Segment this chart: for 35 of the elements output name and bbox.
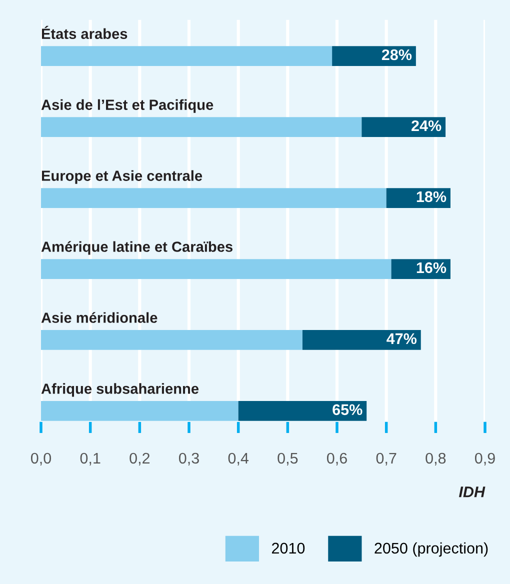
bar [238,401,367,421]
bar [332,46,416,66]
y-tick-label: États arabes [42,26,128,39]
x-tick-label: 0,8 [426,452,446,466]
bar [41,259,392,279]
x-tick-label: 0,0 [30,452,52,466]
y-tick-label: Amérique latine et Caraïbes [41,241,232,255]
annotation: 18% [416,191,446,202]
bar [41,330,302,350]
x-tick-label: 0,1 [80,452,100,466]
y-tick-label: Europe et Asie centrale [42,170,202,184]
x-tick-label: 0,5 [278,452,298,466]
legend-label: 2010 [272,542,305,554]
x-tick-label: 0,4 [228,452,249,466]
y-tick-label: Asie de l’Est et Pacifique [41,99,214,113]
annotation: 24% [412,120,442,132]
annotation: 28% [382,49,412,60]
legend-label: 2050 (projection) [374,542,488,557]
bar [41,46,332,66]
annotation: 47% [386,333,417,344]
annotation: 65% [332,404,362,416]
x-tick-label: 0,9 [474,452,495,466]
x-tick-label: 0,7 [376,452,396,466]
x-axis-title: IDH [458,486,486,498]
bar [362,117,446,137]
bar [41,188,386,208]
x-tick-label: 0,6 [326,452,347,466]
bar [41,117,362,137]
bar [41,401,238,421]
annotation: 16% [416,262,446,274]
y-tick-label: Asie méridionale [41,312,158,323]
y-tick-label: Afrique subsaharienne [41,383,199,397]
x-tick-label: 0,3 [178,452,199,466]
x-tick-label: 0,2 [130,452,150,466]
bar [302,330,421,350]
